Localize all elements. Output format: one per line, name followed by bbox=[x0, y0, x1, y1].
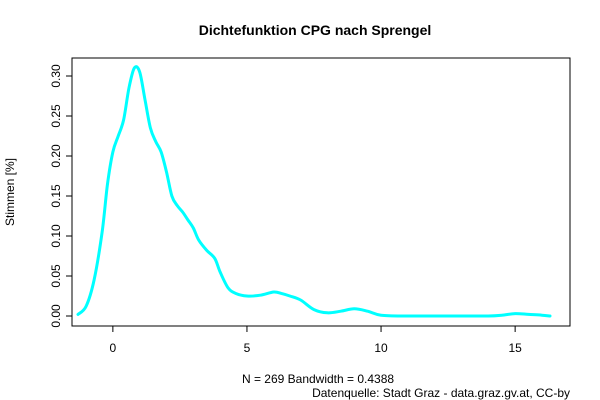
x-tick-label: 0 bbox=[110, 341, 117, 355]
chart-title: Dichtefunktion CPG nach Sprengel bbox=[199, 22, 432, 38]
y-tick-label: 0.00 bbox=[49, 304, 63, 328]
x-axis: 0 5 10 15 bbox=[110, 325, 522, 355]
plot-frame bbox=[71, 57, 571, 327]
y-axis-label: Stimmen [%] bbox=[3, 158, 17, 226]
x-axis-label: N = 269 Bandwidth = 0.4388 bbox=[242, 372, 394, 386]
y-tick-label: 0.10 bbox=[49, 224, 63, 248]
x-tick-label: 10 bbox=[374, 341, 388, 355]
x-tick-label: 15 bbox=[508, 341, 522, 355]
y-tick-label: 0.20 bbox=[49, 144, 63, 168]
source-note: Datenquelle: Stadt Graz - data.graz.gv.a… bbox=[312, 386, 570, 400]
y-tick-label: 0.25 bbox=[49, 104, 63, 128]
density-line bbox=[76, 65, 552, 318]
y-tick-label: 0.30 bbox=[49, 64, 63, 88]
x-tick-label: 5 bbox=[244, 341, 251, 355]
y-tick-label: 0.15 bbox=[49, 184, 63, 208]
y-tick-label: 0.05 bbox=[49, 264, 63, 288]
y-axis: 0.00 0.05 0.10 0.15 0.20 0.25 0.30 bbox=[49, 64, 73, 328]
